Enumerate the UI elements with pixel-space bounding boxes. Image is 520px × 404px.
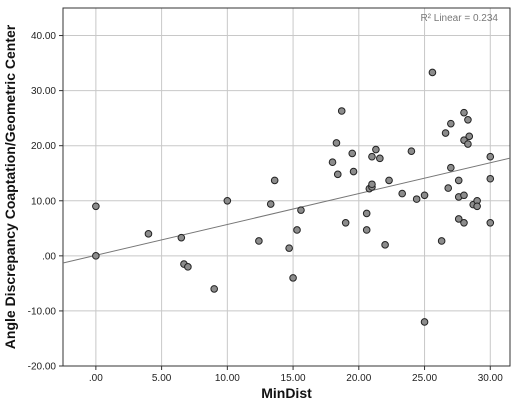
data-point xyxy=(486,174,495,183)
data-point xyxy=(289,274,297,282)
data-point xyxy=(412,195,421,203)
y-tick-label: 30.00 xyxy=(31,86,56,97)
data-point xyxy=(420,318,429,326)
x-tick-label: 30.00 xyxy=(478,373,503,384)
data-point xyxy=(349,167,358,176)
data-point xyxy=(293,226,301,234)
data-point xyxy=(464,116,472,124)
data-point xyxy=(372,145,380,154)
data-point xyxy=(454,215,463,223)
data-point xyxy=(441,129,450,137)
data-point xyxy=(210,285,218,293)
plot-frame xyxy=(62,7,511,367)
data-point xyxy=(385,176,393,185)
y-tick-label: 20.00 xyxy=(31,141,56,152)
data-point xyxy=(376,154,384,163)
y-tick-label: 40.00 xyxy=(31,31,56,42)
data-point xyxy=(460,219,468,227)
x-tick-label: 20.00 xyxy=(346,373,371,384)
data-point xyxy=(362,209,371,218)
data-point xyxy=(460,108,468,117)
y-tick-label: .00 xyxy=(42,251,56,262)
x-axis-title: MinDist xyxy=(261,385,312,401)
r-squared-annotation: R² Linear = 0.234 xyxy=(420,13,498,24)
data-point xyxy=(362,226,371,234)
data-point xyxy=(473,202,481,211)
x-tick-label: 15.00 xyxy=(281,373,306,384)
data-point xyxy=(428,68,437,77)
data-point xyxy=(177,233,186,242)
y-tick-label: -20.00 xyxy=(28,362,57,373)
y-tick-label: -10.00 xyxy=(28,306,57,317)
data-point xyxy=(486,219,495,227)
x-tick-label: 10.00 xyxy=(215,373,240,384)
data-point xyxy=(255,237,263,245)
data-point xyxy=(447,119,455,128)
data-point xyxy=(333,170,342,179)
data-point xyxy=(144,230,153,238)
data-point xyxy=(285,244,293,252)
data-point xyxy=(420,191,429,200)
x-tick-label: 5.00 xyxy=(152,373,172,384)
data-point xyxy=(328,158,337,167)
x-tick-label: .00 xyxy=(89,373,103,384)
data-point xyxy=(486,152,495,161)
data-point xyxy=(184,263,192,271)
data-point xyxy=(368,180,376,189)
data-point xyxy=(464,140,472,148)
data-point xyxy=(266,200,275,208)
data-points xyxy=(92,68,495,326)
data-point xyxy=(332,139,341,147)
data-point xyxy=(407,147,416,155)
data-point xyxy=(92,252,100,260)
data-point xyxy=(270,176,279,185)
data-point xyxy=(444,184,453,192)
data-point xyxy=(297,206,305,214)
y-tick-label: 10.00 xyxy=(31,196,56,207)
data-point xyxy=(454,176,463,185)
data-point xyxy=(460,191,468,200)
data-point xyxy=(447,163,455,172)
y-axis: -20.00 -10.00 .00 10.00 20.00 30.00 40.00 xyxy=(28,31,63,373)
y-axis-title: Angle Discrepancy Coaptation/Geometric C… xyxy=(2,24,18,349)
data-point xyxy=(381,241,389,249)
data-point xyxy=(337,107,346,115)
data-point xyxy=(398,189,406,198)
data-point xyxy=(92,202,100,211)
grid-lines xyxy=(63,8,510,367)
x-tick-label: 25.00 xyxy=(412,373,437,384)
data-point xyxy=(223,196,232,205)
data-point xyxy=(437,237,446,245)
data-point xyxy=(368,152,376,161)
data-point xyxy=(348,149,357,158)
x-axis: .00 5.00 10.00 15.00 20.00 25.00 30.00 xyxy=(89,366,503,384)
data-point xyxy=(465,132,474,141)
data-point xyxy=(341,219,350,227)
fit-line xyxy=(62,157,511,264)
